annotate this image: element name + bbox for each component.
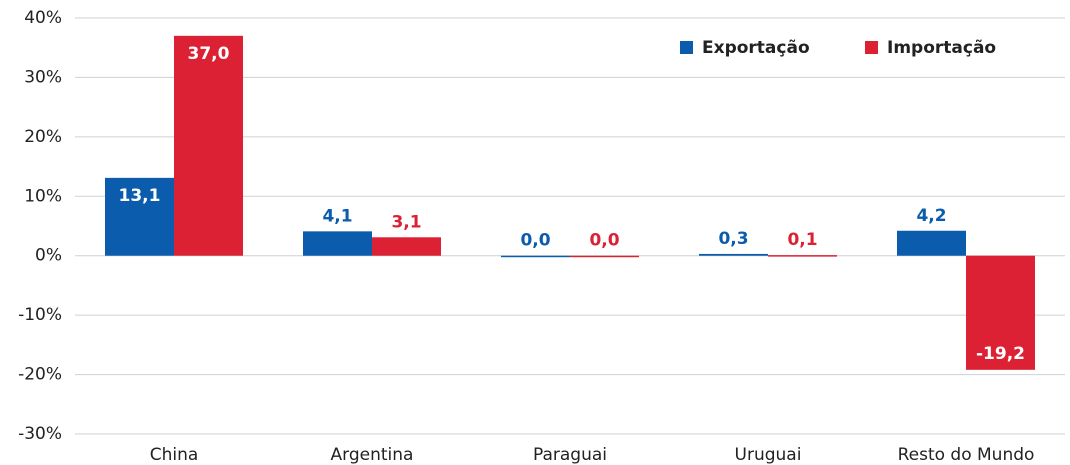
bar [699,253,768,256]
bar [105,177,174,256]
x-tick-label: China [150,445,199,465]
value-label: 37,0 [188,44,230,64]
value-label: 4,2 [916,206,946,226]
bar [372,237,441,256]
y-tick-label: -10% [18,305,62,325]
value-label: -19,2 [976,344,1025,364]
bar [768,255,837,257]
y-tick-label: 0% [35,246,62,266]
bar [897,230,966,256]
legend-swatch [680,41,693,54]
legend-swatch [865,41,878,54]
y-tick-label: 40% [24,8,62,28]
y-tick-label: 20% [24,127,62,147]
bar [501,255,570,258]
y-tick-label: -20% [18,365,62,385]
value-label: 0,1 [787,230,817,250]
value-label: 0,0 [589,231,619,251]
legend-label: Exportação [702,38,810,58]
bar [303,231,372,256]
value-label: 0,0 [520,231,550,251]
y-tick-label: 30% [24,67,62,87]
value-label: 4,1 [322,206,352,226]
bar [570,255,639,258]
bar [174,35,243,256]
x-tick-label: Paraguai [533,445,607,465]
value-label: 13,1 [119,186,161,206]
value-label: 3,1 [391,212,421,232]
legend-label: Importação [887,38,996,58]
y-tick-label: -30% [18,424,62,444]
value-label: 0,3 [718,229,748,249]
x-tick-label: Resto do Mundo [898,445,1035,465]
x-tick-label: Uruguai [735,445,802,465]
y-tick-label: 10% [24,186,62,206]
bar [966,255,1035,370]
x-tick-label: Argentina [331,445,414,465]
